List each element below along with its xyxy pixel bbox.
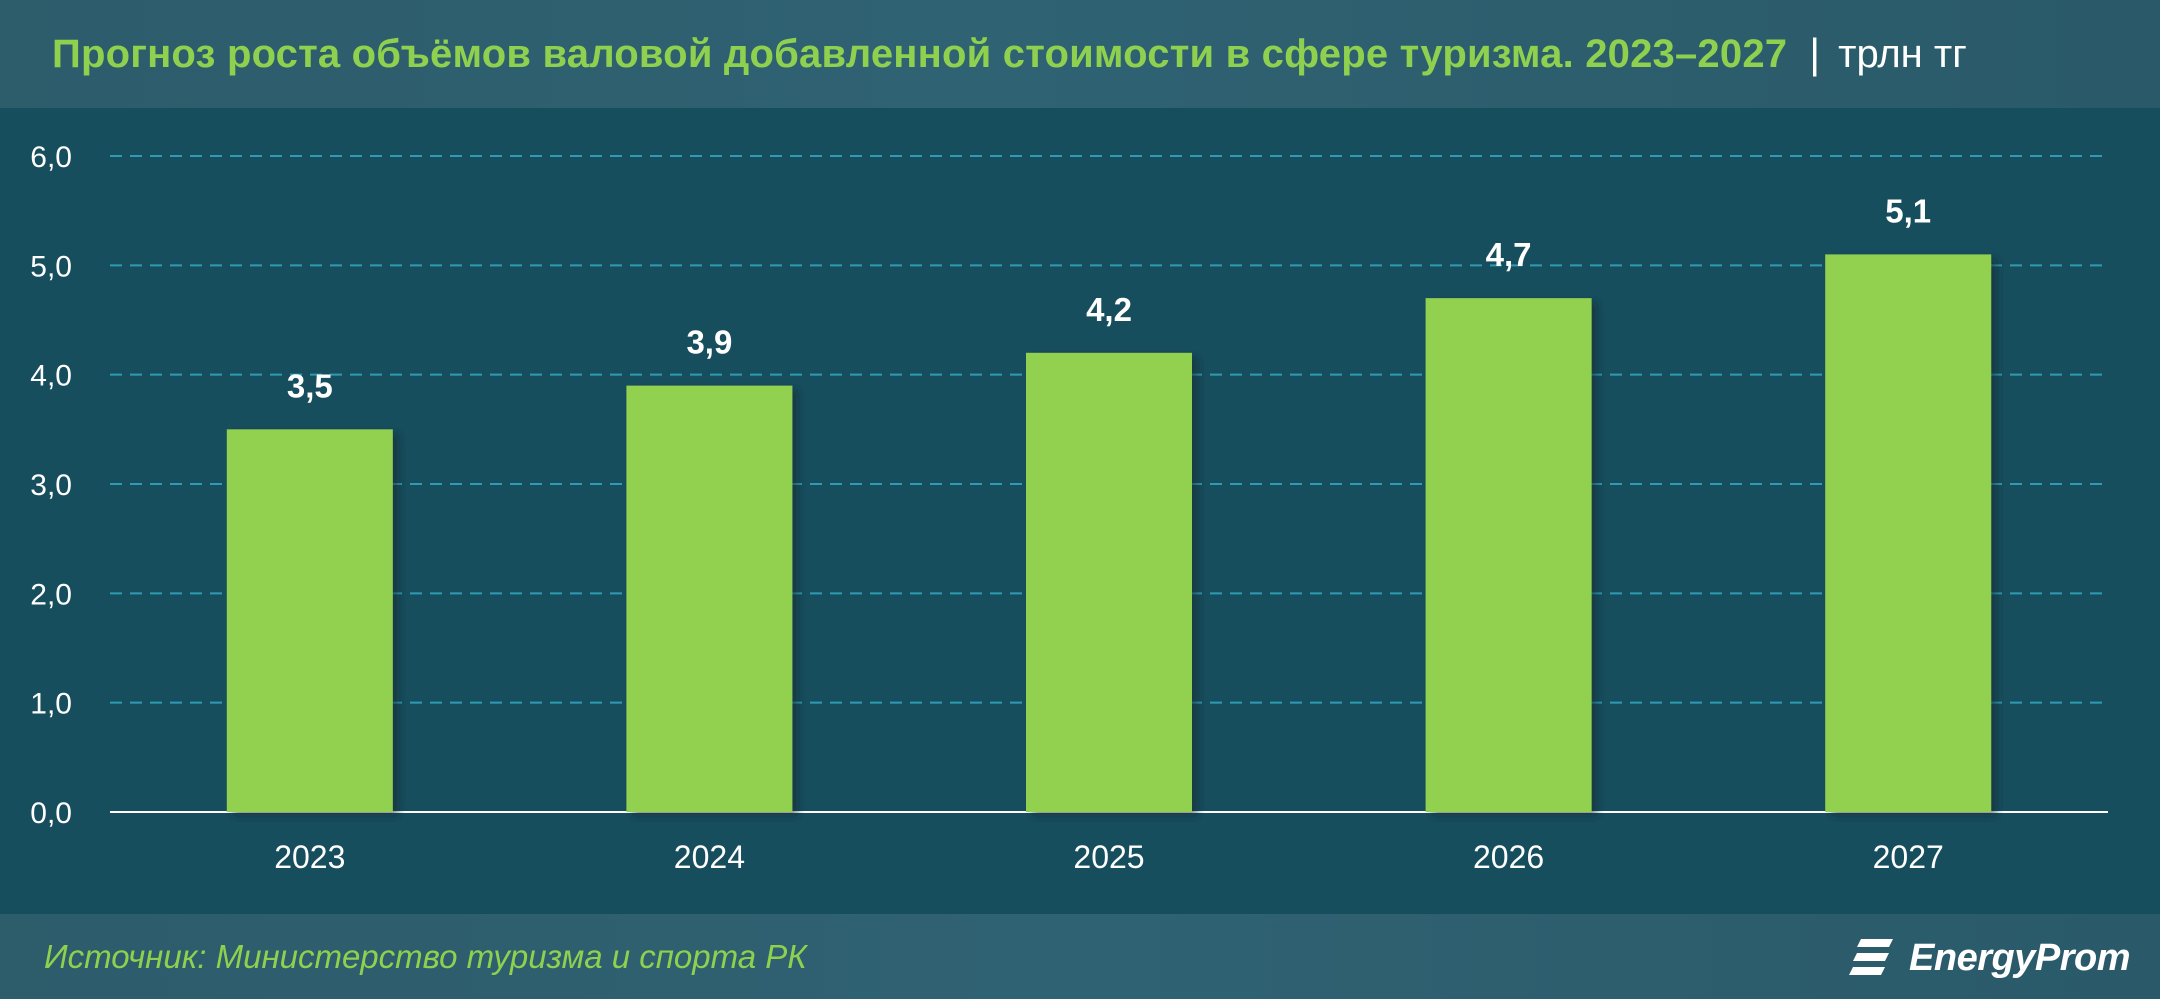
data-label: 3,5 — [287, 367, 333, 404]
x-tick-label: 2027 — [1873, 839, 1944, 875]
bar-chart: 0,0 1,0 2,0 3,0 4,0 5,0 6,0 3,5 2023 3,9 2024 4,2 20… — [30, 141, 2108, 875]
data-label: 4,7 — [1486, 236, 1532, 273]
x-tick-label: 2024 — [674, 839, 745, 875]
data-label: 3,9 — [686, 324, 732, 361]
plot-area: 0,0 1,0 2,0 3,0 4,0 5,0 6,0 3,5 2023 3,9 2024 4,2 20… — [0, 108, 2160, 914]
data-label: 4,2 — [1086, 291, 1132, 328]
y-tick-label: 1,0 — [30, 688, 72, 721]
y-tick-label: 2,0 — [30, 578, 72, 611]
bar — [1026, 352, 1192, 812]
y-tick-label: 5,0 — [30, 250, 72, 283]
chart-header: Прогноз роста объёмов валовой добавленно… — [0, 0, 2160, 108]
chart-footer: Источник: Министерство туризма и спорта … — [0, 914, 2160, 999]
unit-label: трлн тг — [1838, 31, 1967, 76]
x-tick-label: 2026 — [1473, 839, 1544, 875]
data-label: 5,1 — [1885, 192, 1931, 229]
energyprom-logo: EnergyProm — [1847, 928, 2130, 988]
energyprom-logo-icon — [1849, 939, 1894, 975]
y-tick-label: 0,0 — [30, 797, 72, 830]
title-separator: | — [1809, 30, 1821, 77]
bar — [226, 429, 393, 812]
bar — [626, 385, 793, 812]
bar — [1425, 298, 1592, 813]
source-note: Источник: Министерство туризма и спорта … — [44, 937, 807, 975]
y-tick-label: 6,0 — [30, 141, 72, 174]
bar — [1825, 254, 1992, 812]
y-tick-label: 3,0 — [30, 469, 72, 502]
y-tick-label: 4,0 — [30, 360, 72, 393]
x-tick-label: 2023 — [274, 839, 345, 875]
chart-title: Прогноз роста объёмов валовой добавленно… — [52, 31, 1788, 76]
logo-text: EnergyProm — [1909, 936, 2130, 979]
x-tick-label: 2025 — [1073, 839, 1144, 875]
